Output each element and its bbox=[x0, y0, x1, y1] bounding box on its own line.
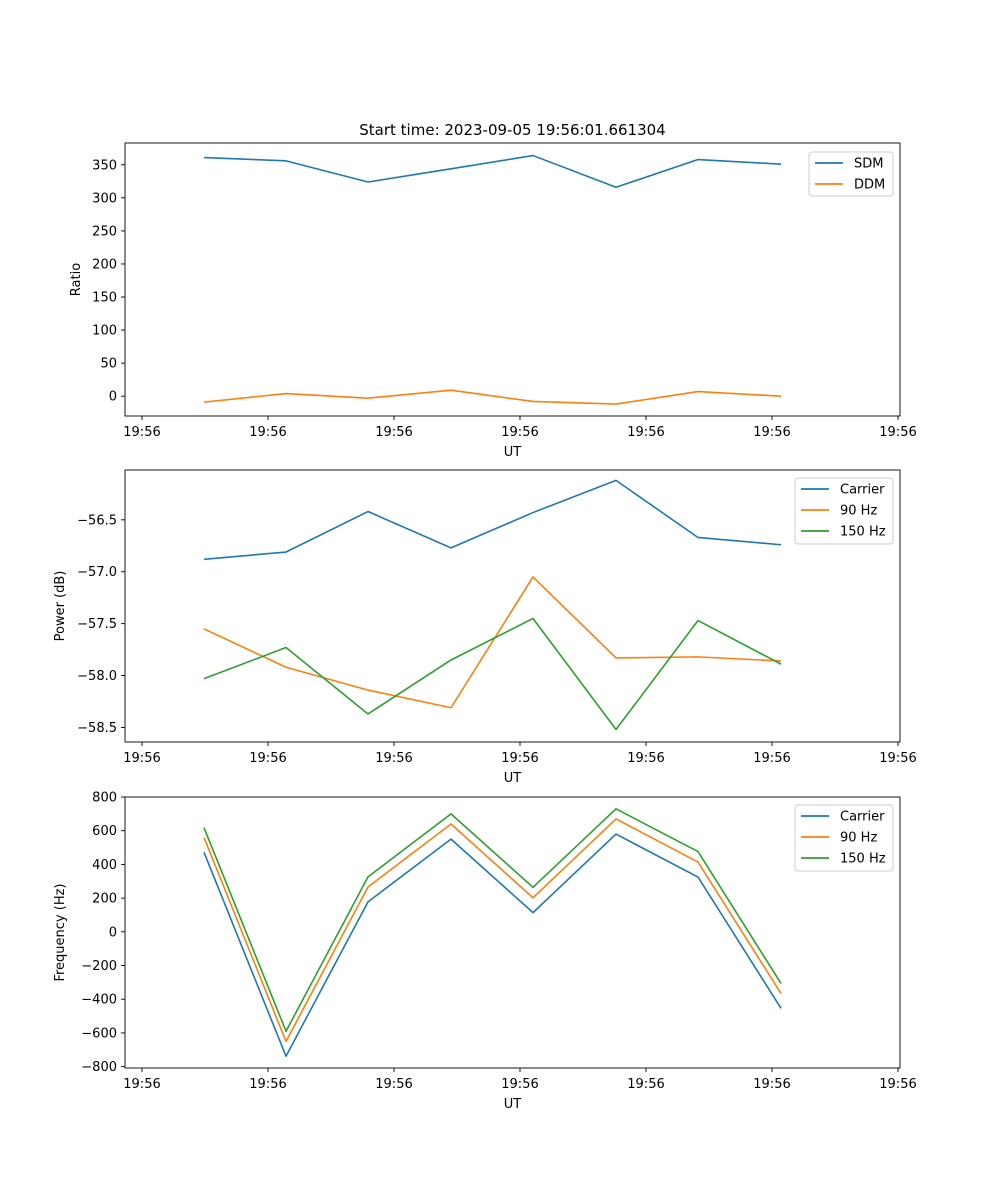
y-tick-label: −800 bbox=[81, 1060, 117, 1075]
y-tick-label: 800 bbox=[92, 791, 117, 806]
series-line-150-hz bbox=[203, 807, 782, 1033]
legend-label: 150 Hz bbox=[840, 525, 886, 540]
y-tick-label: 50 bbox=[100, 357, 117, 372]
series-line-carrier bbox=[203, 479, 782, 561]
axes-frame bbox=[124, 796, 901, 1069]
x-tick-label: 19:56 bbox=[879, 425, 916, 440]
y-tick-label: 100 bbox=[92, 324, 117, 339]
series-line-90-hz bbox=[203, 576, 782, 709]
legend-label: SDM bbox=[854, 157, 883, 172]
y-tick-label: 400 bbox=[92, 858, 117, 873]
legend-label: DDM bbox=[854, 178, 885, 193]
y-axis-label: Power (dB) bbox=[53, 571, 68, 642]
y-tick-label: 350 bbox=[92, 158, 117, 173]
x-axis-label: UT bbox=[504, 1097, 522, 1112]
legend: Carrier 90 Hz 150 Hz bbox=[794, 477, 894, 545]
x-tick-label: 19:56 bbox=[249, 425, 286, 440]
legend-label: Carrier bbox=[840, 483, 885, 498]
x-tick-label: 19:56 bbox=[753, 1077, 790, 1092]
x-tick-label: 19:56 bbox=[627, 1077, 664, 1092]
subplot-1: Start time: 2023-09-05 19:56:01.661304 0 5… bbox=[69, 121, 917, 460]
legend-label: 90 Hz bbox=[840, 504, 877, 519]
y-tick-label: −400 bbox=[81, 993, 117, 1008]
subplot-3: −800 −600 −400 −200 0 200 400 600 800 19:56 19:56 1… bbox=[53, 791, 917, 1113]
y-tick-label: −57.0 bbox=[77, 565, 117, 580]
legend: Carrier 90 Hz 150 Hz bbox=[794, 804, 894, 872]
y-tick-label: 0 bbox=[109, 925, 117, 940]
axes-frame bbox=[124, 469, 901, 743]
series-line-150-hz bbox=[203, 617, 782, 731]
x-tick-label: 19:56 bbox=[753, 751, 790, 766]
x-axis-label: UT bbox=[504, 771, 522, 786]
x-tick-label: 19:56 bbox=[375, 425, 412, 440]
y-tick-label: 600 bbox=[92, 824, 117, 839]
x-tick-label: 19:56 bbox=[123, 751, 160, 766]
x-tick-label: 19:56 bbox=[375, 751, 412, 766]
y-tick-label: 0 bbox=[109, 390, 117, 405]
series-line-sdm bbox=[203, 154, 782, 189]
y-tick-label: −57.5 bbox=[77, 617, 117, 632]
y-tick-label: 200 bbox=[92, 257, 117, 272]
y-axis-label: Frequency (Hz) bbox=[53, 883, 68, 981]
y-tick-label: −58.5 bbox=[77, 721, 117, 736]
x-tick-label: 19:56 bbox=[123, 425, 160, 440]
series-line-ddm bbox=[203, 389, 782, 405]
legend-label: Carrier bbox=[840, 810, 885, 825]
y-tick-label: −600 bbox=[81, 1026, 117, 1041]
y-tick-label: 200 bbox=[92, 892, 117, 907]
legend-box bbox=[794, 477, 894, 545]
x-tick-label: 19:56 bbox=[879, 751, 916, 766]
x-tick-label: 19:56 bbox=[249, 751, 286, 766]
x-tick-label: 19:56 bbox=[375, 1077, 412, 1092]
x-tick-label: 19:56 bbox=[627, 425, 664, 440]
chart-title: Start time: 2023-09-05 19:56:01.661304 bbox=[359, 121, 665, 139]
x-tick-label: 19:56 bbox=[501, 1077, 538, 1092]
axes-frame bbox=[124, 142, 901, 417]
x-tick-label: 19:56 bbox=[879, 1077, 916, 1092]
y-tick-label: −58.0 bbox=[77, 669, 117, 684]
legend-label: 150 Hz bbox=[840, 852, 886, 867]
y-tick-label: 300 bbox=[92, 191, 117, 206]
x-tick-label: 19:56 bbox=[753, 425, 790, 440]
y-tick-label: 250 bbox=[92, 224, 117, 239]
series-line-carrier bbox=[203, 833, 782, 1057]
y-tick-label: −56.5 bbox=[77, 513, 117, 528]
x-tick-label: 19:56 bbox=[501, 751, 538, 766]
x-tick-label: 19:56 bbox=[123, 1077, 160, 1092]
x-axis-label: UT bbox=[504, 445, 522, 460]
subplot-2: −58.5 −58.0 −57.5 −57.0 −56.5 19:56 19:56 19:56… bbox=[53, 469, 917, 786]
y-tick-label: −200 bbox=[81, 959, 117, 974]
x-tick-label: 19:56 bbox=[627, 751, 664, 766]
y-axis-label: Ratio bbox=[69, 263, 84, 296]
x-tick-label: 19:56 bbox=[501, 425, 538, 440]
x-tick-label: 19:56 bbox=[249, 1077, 286, 1092]
legend-box bbox=[794, 804, 894, 872]
legend: SDM DDM bbox=[808, 151, 894, 197]
series-line-90-hz bbox=[203, 818, 782, 1043]
y-tick-label: 150 bbox=[92, 291, 117, 306]
legend-label: 90 Hz bbox=[840, 831, 877, 846]
